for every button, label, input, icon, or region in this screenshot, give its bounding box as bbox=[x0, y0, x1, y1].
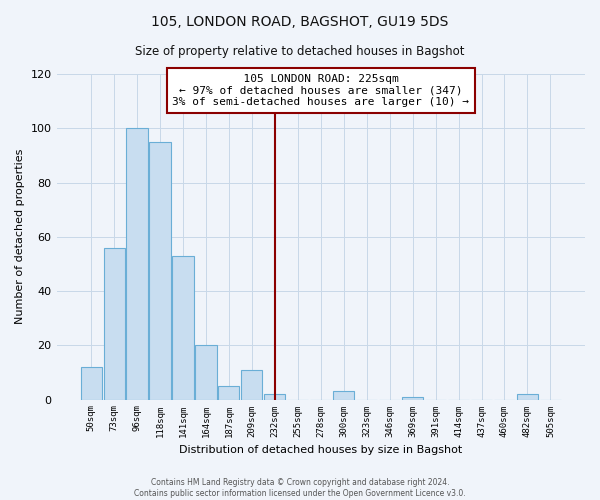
Bar bbox=[218, 386, 239, 400]
Text: Contains HM Land Registry data © Crown copyright and database right 2024.
Contai: Contains HM Land Registry data © Crown c… bbox=[134, 478, 466, 498]
Bar bbox=[104, 248, 125, 400]
Bar bbox=[149, 142, 170, 400]
Bar bbox=[241, 370, 262, 400]
Bar bbox=[402, 397, 423, 400]
Bar bbox=[196, 346, 217, 400]
Bar bbox=[264, 394, 286, 400]
Text: Size of property relative to detached houses in Bagshot: Size of property relative to detached ho… bbox=[135, 45, 465, 58]
Bar bbox=[517, 394, 538, 400]
Y-axis label: Number of detached properties: Number of detached properties bbox=[15, 149, 25, 324]
Bar bbox=[172, 256, 194, 400]
Bar bbox=[333, 392, 354, 400]
Bar bbox=[80, 367, 101, 400]
Text: 105 LONDON ROAD: 225sqm  
← 97% of detached houses are smaller (347)
3% of semi-: 105 LONDON ROAD: 225sqm ← 97% of detache… bbox=[172, 74, 469, 107]
Text: 105, LONDON ROAD, BAGSHOT, GU19 5DS: 105, LONDON ROAD, BAGSHOT, GU19 5DS bbox=[151, 15, 449, 29]
Bar bbox=[127, 128, 148, 400]
X-axis label: Distribution of detached houses by size in Bagshot: Distribution of detached houses by size … bbox=[179, 445, 463, 455]
